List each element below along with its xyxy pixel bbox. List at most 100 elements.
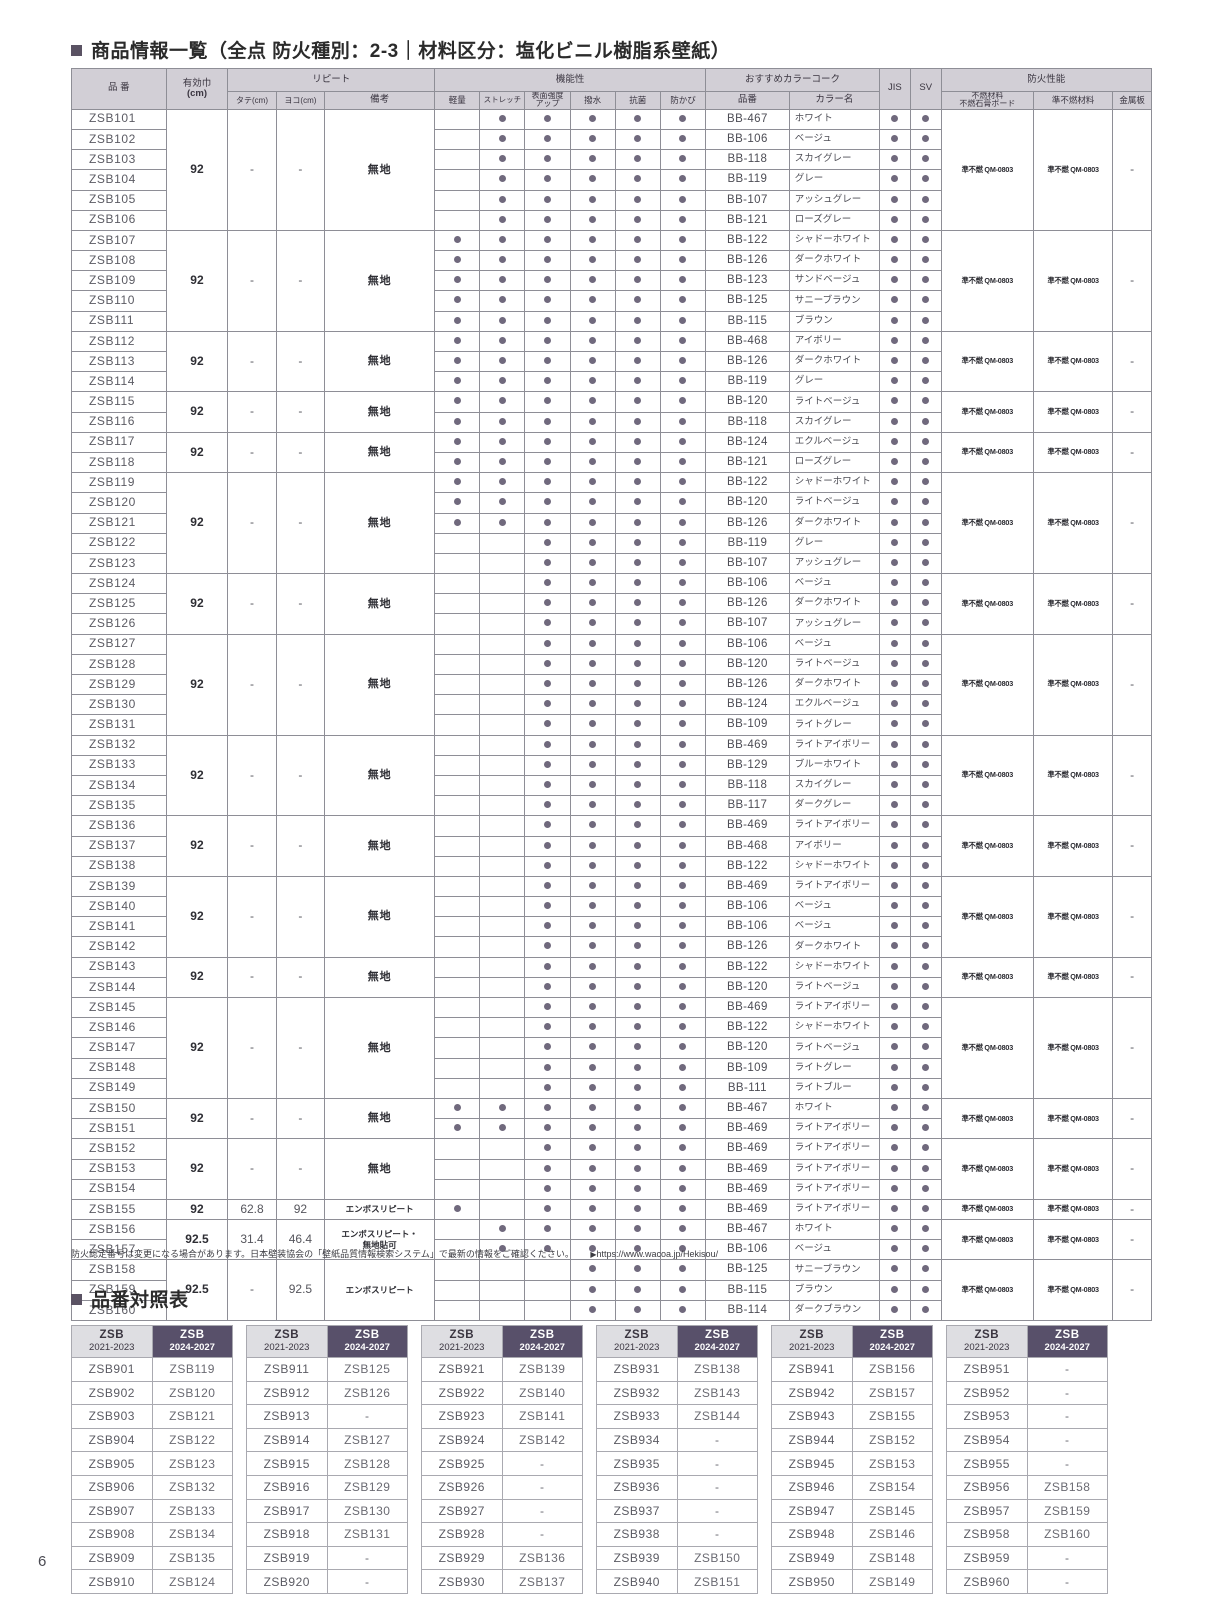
filled-dot-icon <box>922 1124 930 1132</box>
effective-width-cell: 92 <box>165 229 229 332</box>
filled-dot-icon <box>453 296 461 304</box>
sv-mark-cell <box>909 552 942 575</box>
function-surface-strength-cell <box>524 552 571 575</box>
function-water-repellent-cell <box>569 391 616 413</box>
function-lightweight-cell <box>434 633 481 655</box>
xref-header-new: ZSB 2024-2027 <box>151 1325 233 1358</box>
colorcoke-name-cell: スカイグレー <box>788 149 880 171</box>
sv-mark-cell <box>909 209 942 231</box>
filled-dot-icon <box>544 700 552 708</box>
sv-mark-cell <box>909 189 942 211</box>
colorcoke-name-cell: ホワイト <box>788 1219 880 1241</box>
colorcoke-code-cell: BB-109 <box>705 1057 790 1079</box>
function-antimold-cell <box>659 229 707 252</box>
filled-dot-icon <box>679 881 687 889</box>
table-row: ZSB159 BB-115 ブラウン <box>71 1279 1152 1301</box>
xref-old-code: ZSB954 <box>946 1427 1028 1453</box>
function-stretch-cell <box>479 512 526 534</box>
xref-new-code: - <box>676 1498 758 1524</box>
function-antimold-cell <box>659 330 707 353</box>
function-antimold-cell <box>659 855 707 877</box>
filled-dot-icon <box>544 457 552 465</box>
sv-mark-cell <box>909 1017 942 1039</box>
xref-new-code: ZSB122 <box>151 1427 233 1453</box>
colorcoke-code-cell: BB-122 <box>705 1017 790 1039</box>
function-stretch-cell <box>479 1219 526 1241</box>
function-antimold-cell <box>659 916 707 938</box>
sv-mark-cell <box>909 1239 942 1261</box>
filled-dot-icon <box>891 861 899 869</box>
xref-old-code: ZSB945 <box>771 1451 853 1476</box>
function-surface-strength-cell <box>524 633 571 655</box>
function-antimold-cell <box>659 956 707 978</box>
function-lightweight-cell <box>434 916 481 938</box>
function-water-repellent-cell <box>569 512 616 534</box>
colorcoke-code-cell: BB-469 <box>705 815 790 837</box>
filled-dot-icon <box>544 942 552 950</box>
xref-new-code: ZSB120 <box>151 1380 233 1406</box>
repeat-vertical-cell: - <box>227 330 277 393</box>
filled-dot-icon <box>453 336 461 344</box>
function-antimold-cell <box>659 593 707 615</box>
function-surface-strength-cell <box>524 330 571 353</box>
filled-dot-icon <box>544 982 552 990</box>
repeat-horizontal-cell: - <box>275 815 326 877</box>
function-water-repellent-cell <box>569 896 616 918</box>
xref-row: ZSB928- <box>421 1522 583 1547</box>
fireproof-noncombustible-cell: 準不燃 QM-0803 <box>940 391 1035 433</box>
jis-mark-cell <box>878 270 911 292</box>
filled-dot-icon <box>498 518 506 526</box>
filled-dot-icon <box>922 1285 930 1293</box>
function-antimold-cell <box>659 754 707 776</box>
xref-row: ZSB925- <box>421 1451 583 1476</box>
function-surface-strength-cell <box>524 532 571 554</box>
function-surface-strength-cell <box>524 674 571 696</box>
fireproof-semi-noncombustible-cell: 準不燃 QM-0803 <box>1033 108 1114 231</box>
colorcoke-name-cell: ベージュ <box>788 1239 880 1261</box>
product-code-cell: ZSB130 <box>71 694 167 716</box>
filled-dot-icon <box>922 357 930 365</box>
colorcoke-name-cell: ライトグレー <box>788 1057 880 1079</box>
function-water-repellent-cell <box>569 956 616 978</box>
filled-dot-icon <box>634 821 642 829</box>
filled-dot-icon <box>922 518 930 526</box>
function-water-repellent-cell <box>569 573 616 595</box>
table-row: ZSB145 92- - 無地 BB-469 ライトアイボリー 準不燃 QM-0803 準不燃… <box>71 997 1152 1099</box>
function-surface-strength-cell <box>524 189 571 211</box>
footnote-url[interactable]: ▶https://www.wacoa.jp/Hekisou/ <box>590 1249 718 1259</box>
function-water-repellent-cell <box>569 1198 616 1221</box>
xref-new-code: ZSB139 <box>501 1357 583 1382</box>
fireproof-metal-plate-cell: - <box>1112 573 1152 635</box>
filled-dot-icon <box>922 680 930 688</box>
xref-new-code: ZSB127 <box>326 1427 408 1453</box>
function-lightweight-cell <box>434 371 481 393</box>
xref-old-code: ZSB944 <box>771 1427 853 1453</box>
square-bullet-icon <box>71 1294 82 1305</box>
function-lightweight-cell <box>434 1158 481 1180</box>
xref-row: ZSB960- <box>946 1569 1108 1594</box>
fireproof-semi-noncombustible-cell: 準不燃 QM-0803 <box>1033 391 1114 433</box>
sv-mark-cell <box>909 128 942 151</box>
filled-dot-icon <box>679 195 687 203</box>
function-lightweight-cell <box>434 1219 481 1241</box>
xref-row: ZSB902 ZSB120 <box>71 1380 233 1406</box>
header-antimold: 防かび <box>659 91 707 110</box>
xref-row: ZSB901 ZSB119 <box>71 1357 233 1382</box>
product-code-cell: ZSB101 <box>71 108 167 130</box>
function-surface-strength-cell <box>524 976 571 999</box>
xref-new-code: - <box>1026 1380 1108 1406</box>
xref-row: ZSB907 ZSB133 <box>71 1498 233 1524</box>
filled-dot-icon <box>922 861 930 869</box>
filled-dot-icon <box>891 1103 899 1111</box>
fireproof-semi-noncombustible-cell: 準不燃 QM-0803 <box>1033 734 1114 817</box>
filled-dot-icon <box>634 1305 642 1313</box>
function-antibacterial-cell <box>614 209 661 231</box>
repeat-vertical-cell: - <box>227 875 277 958</box>
sv-mark-cell <box>909 411 942 433</box>
filled-dot-icon <box>679 276 687 284</box>
xref-row: ZSB927- <box>421 1498 583 1524</box>
colorcoke-code-cell: BB-126 <box>705 593 790 615</box>
filled-dot-icon <box>634 680 642 688</box>
jis-mark-cell <box>878 128 911 151</box>
function-antibacterial-cell <box>614 552 661 575</box>
